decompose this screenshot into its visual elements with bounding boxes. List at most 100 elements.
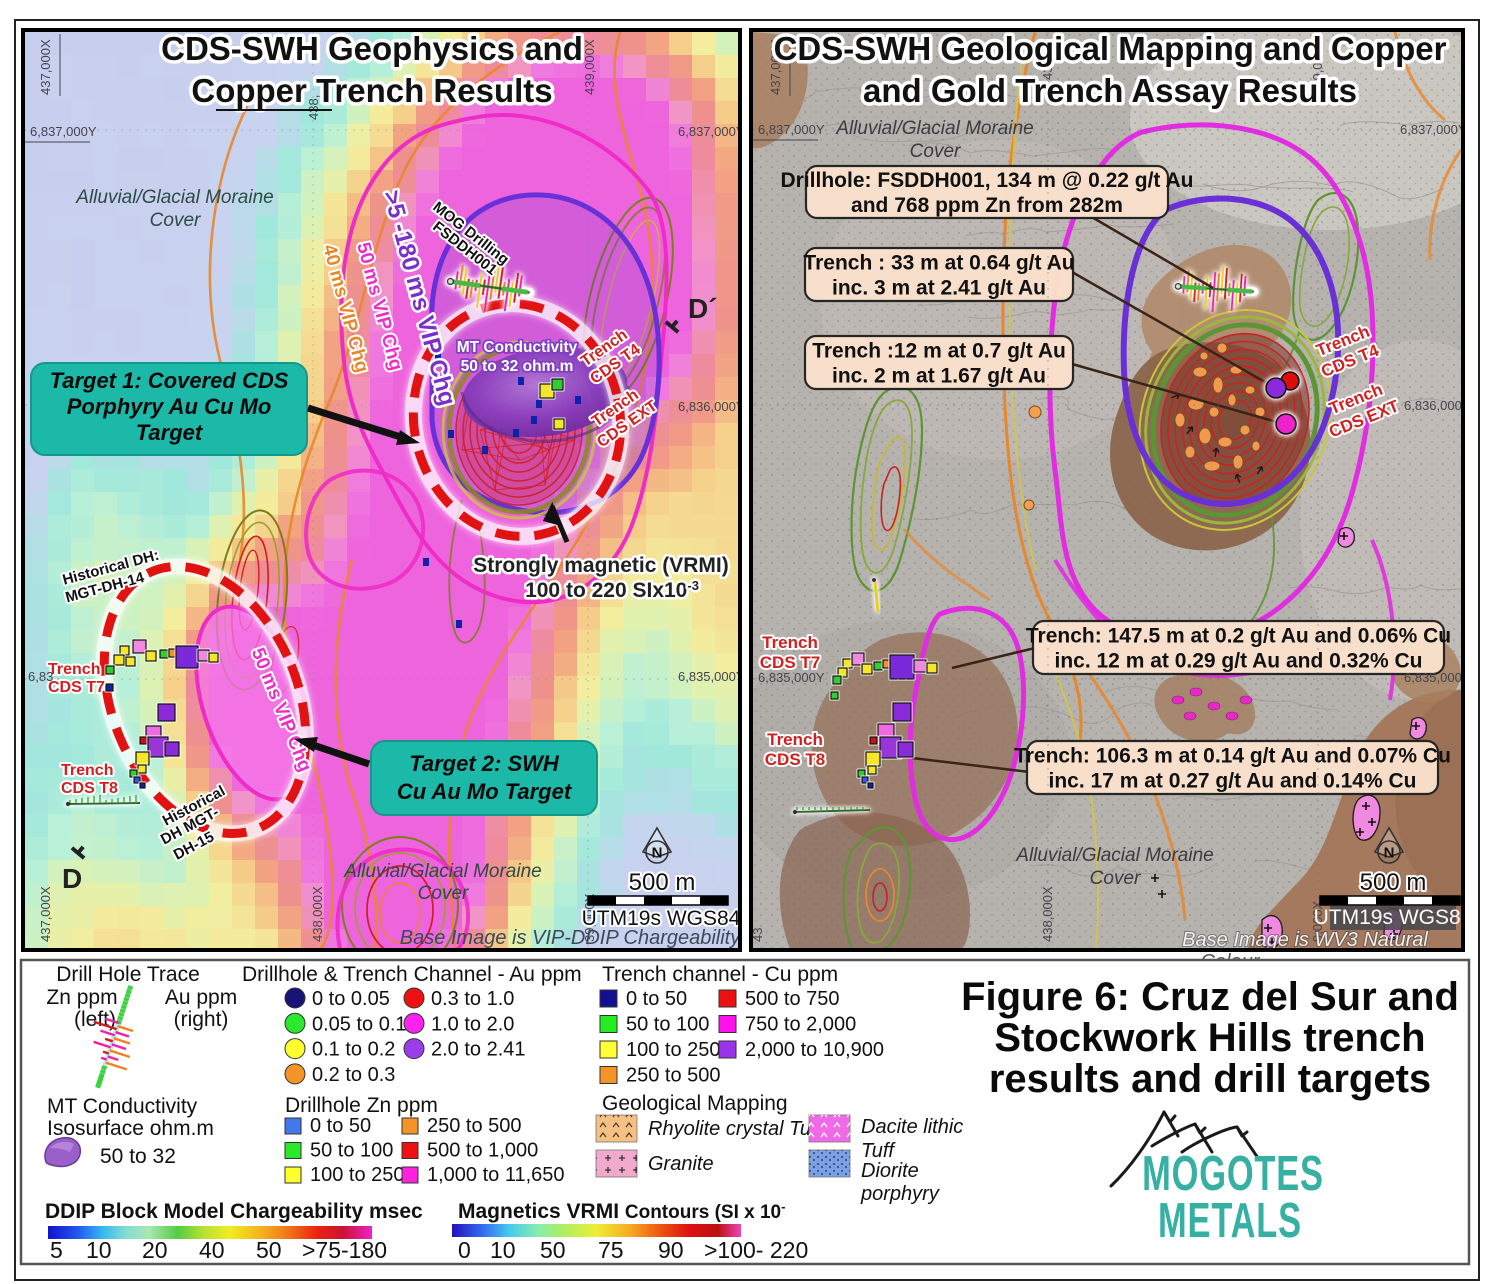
svg-text:40: 40	[199, 1237, 225, 1263]
svg-text:500 to 750: 500 to 750	[745, 988, 840, 1010]
svg-text:Trench channel - Cu ppm: Trench channel - Cu ppm	[602, 963, 838, 986]
svg-text:inc. 2 m at 1.67 g/t Au: inc. 2 m at 1.67 g/t Au	[832, 365, 1046, 388]
svg-text:0.05 to 0.1: 0.05 to 0.1	[312, 1013, 407, 1035]
svg-text:CDS T7: CDS T7	[760, 653, 820, 672]
svg-text:(right): (right)	[174, 1008, 229, 1031]
svg-text:Drill Hole Trace: Drill Hole Trace	[56, 963, 200, 986]
svg-text:Trench: Trench	[767, 730, 823, 749]
svg-text:inc. 3 m at 2.41 g/t Au: inc. 3 m at 2.41 g/t Au	[832, 277, 1046, 300]
svg-text:Alluvial/Glacial Moraine: Alluvial/Glacial Moraine	[343, 861, 541, 882]
svg-text:Trench: 147.5 m at 0.2 g/t Au: Trench: 147.5 m at 0.2 g/t Au and 0.06% …	[1026, 625, 1451, 648]
svg-text:50 to 32 ohm.m: 50 to 32 ohm.m	[461, 358, 574, 375]
svg-text:Trench: Trench	[61, 762, 113, 779]
svg-text:METALS: METALS	[1158, 1193, 1302, 1249]
svg-text:Diorite: Diorite	[861, 1160, 919, 1182]
svg-text:438,000X: 438,000X	[1040, 886, 1055, 942]
svg-text:250 to 500: 250 to 500	[626, 1065, 721, 1087]
svg-text:MT Conductivity: MT Conductivity	[47, 1095, 198, 1118]
svg-text:Copper Trench Results: Copper Trench Results	[191, 72, 552, 109]
svg-text:20: 20	[142, 1237, 168, 1263]
svg-text:N: N	[652, 845, 663, 862]
svg-text:0: 0	[458, 1237, 471, 1263]
svg-text:6,83: 6,83	[28, 669, 53, 684]
svg-text:>75-180: >75-180	[302, 1237, 387, 1263]
svg-text:0.2 to 0.3: 0.2 to 0.3	[312, 1064, 395, 1086]
svg-text:439,000X: 439,000X	[1310, 39, 1325, 95]
svg-text:D´: D´	[688, 293, 718, 324]
svg-text:6,836,000Y: 6,836,000Y	[678, 399, 745, 414]
svg-text:0.3 to 1.0: 0.3 to 1.0	[431, 988, 514, 1010]
svg-text:50 to 100: 50 to 100	[310, 1140, 393, 1162]
svg-text:750 to 2,000: 750 to 2,000	[745, 1014, 856, 1036]
svg-text:10: 10	[490, 1237, 516, 1263]
svg-text:5: 5	[50, 1237, 63, 1263]
svg-text:0.1 to 0.2: 0.1 to 0.2	[312, 1039, 395, 1061]
svg-text:500 m: 500 m	[629, 869, 696, 896]
svg-text:Au ppm: Au ppm	[165, 986, 237, 1009]
svg-text:Cover: Cover	[1090, 868, 1141, 889]
svg-text:CDS T8: CDS T8	[765, 750, 825, 769]
svg-text:results and drill targets: results and drill targets	[989, 1057, 1431, 1101]
svg-text:6,837,000Y: 6,837,000Y	[30, 124, 97, 139]
svg-text:439,000X: 439,000X	[582, 39, 597, 95]
svg-text:100 to 250: 100 to 250	[310, 1164, 405, 1186]
svg-text:Target: Target	[136, 420, 204, 445]
svg-text:Trench : 33 m at 0.64 g/t Au: Trench : 33 m at 0.64 g/t Au	[803, 252, 1074, 275]
svg-text:437,000X: 437,000X	[38, 39, 53, 95]
svg-text:50 to 100: 50 to 100	[626, 1014, 709, 1036]
svg-text:CDS-SWH Geophysics and: CDS-SWH Geophysics and	[161, 30, 583, 67]
svg-text:100 to 250: 100 to 250	[626, 1039, 721, 1061]
svg-text:50: 50	[256, 1237, 282, 1263]
svg-text:2,000 to 10,900: 2,000 to 10,900	[745, 1039, 884, 1061]
svg-text:N: N	[1384, 845, 1395, 862]
svg-text:Target 2: SWH: Target 2: SWH	[409, 751, 560, 776]
svg-text:Figure 6: Cruz del Sur and: Figure 6: Cruz del Sur and	[961, 975, 1459, 1019]
svg-text:Zn ppm: Zn ppm	[46, 986, 117, 1009]
svg-text:Dacite lithic: Dacite lithic	[861, 1116, 963, 1138]
svg-text:and 768 ppm Zn from 282m: and 768 ppm Zn from 282m	[851, 194, 1123, 217]
svg-text:Trench: Trench	[48, 661, 100, 678]
svg-text:438,: 438,	[306, 95, 321, 120]
svg-text:>100- 220: >100- 220	[704, 1237, 808, 1263]
svg-text:and Gold Trench Assay Results: and Gold Trench Assay Results	[863, 72, 1357, 109]
svg-text:Base Image is VIP-DDIP Chargea: Base Image is VIP-DDIP Chargeability	[400, 927, 742, 949]
svg-text:6,837,000Y: 6,837,000Y	[678, 124, 745, 139]
svg-text:6,835,000Y: 6,835,000Y	[678, 669, 745, 684]
svg-text:MOGOTES: MOGOTES	[1142, 1146, 1324, 1202]
svg-text:6,837,000Y: 6,837,000Y	[1400, 122, 1467, 137]
svg-text:Cu Au Mo Target: Cu Au Mo Target	[397, 779, 573, 804]
svg-text:438,000X: 438,000X	[310, 886, 325, 942]
svg-text:43: 43	[750, 928, 765, 942]
svg-text:Rhyolite crystal Tuff: Rhyolite crystal Tuff	[648, 1118, 825, 1140]
svg-text:90: 90	[658, 1237, 684, 1263]
svg-text:0 to 50: 0 to 50	[310, 1115, 371, 1137]
svg-text:UTM19s WGS84: UTM19s WGS84	[1314, 906, 1473, 929]
svg-text:0 to 50: 0 to 50	[626, 988, 687, 1010]
svg-text:1,000 to 11,650: 1,000 to 11,650	[427, 1164, 565, 1186]
svg-text:Cover: Cover	[418, 883, 469, 904]
svg-text:500 to 1,000: 500 to 1,000	[427, 1140, 538, 1162]
svg-text:Drillhole: FSDDH001, 134 m @ 0: Drillhole: FSDDH001, 134 m @ 0.22 g/t Au	[781, 169, 1194, 192]
svg-text:437,000X: 437,000X	[38, 886, 53, 942]
svg-text:D: D	[62, 863, 82, 894]
svg-text:250 to 500: 250 to 500	[427, 1115, 522, 1137]
svg-text:6,836,000Y: 6,836,000Y	[1404, 398, 1471, 413]
svg-text:Porphyry Au Cu Mo: Porphyry Au Cu Mo	[67, 394, 272, 419]
svg-text:DDIP Block Model Chargeability: DDIP Block Model Chargeability msec	[45, 1200, 423, 1223]
svg-text:Tuff: Tuff	[861, 1140, 896, 1162]
svg-text:6,835,000Y: 6,835,000Y	[758, 670, 825, 685]
svg-text:porphyry: porphyry	[860, 1183, 940, 1205]
svg-text:Base Image is WV3 Natural: Base Image is WV3 Natural	[1182, 929, 1428, 951]
svg-text:437,000X: 437,000X	[768, 39, 783, 95]
svg-text:10: 10	[86, 1237, 112, 1263]
svg-text:CDS-SWH Geological Mapping and: CDS-SWH Geological Mapping and Copper	[774, 30, 1447, 67]
svg-text:MT Conductivity: MT Conductivity	[457, 339, 578, 356]
svg-text:inc. 12 m at 0.29 g/t Au and 0: inc. 12 m at 0.29 g/t Au and 0.32% Cu	[1054, 650, 1422, 673]
svg-text:6,837,000Y: 6,837,000Y	[758, 122, 825, 137]
svg-text:50 to 32: 50 to 32	[100, 1145, 176, 1168]
svg-text:500 m: 500 m	[1360, 869, 1427, 896]
svg-text:inc. 17 m at 0.27 g/t Au and 0: inc. 17 m at 0.27 g/t Au and 0.14% Cu	[1048, 770, 1416, 793]
svg-text:Alluvial/Glacial Moraine: Alluvial/Glacial Moraine	[1015, 845, 1213, 866]
svg-text:Granite: Granite	[648, 1153, 714, 1175]
svg-text:Stockwork Hills trench: Stockwork Hills trench	[994, 1016, 1425, 1060]
